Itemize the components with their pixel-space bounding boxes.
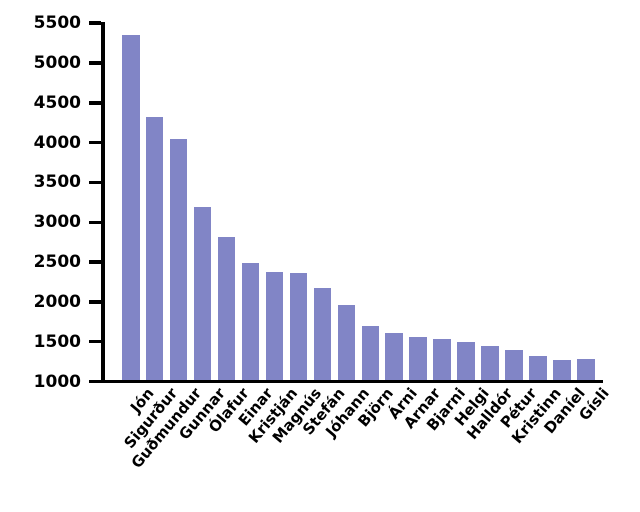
bar — [553, 360, 571, 383]
bar — [385, 332, 403, 383]
y-tick-label: 5500 — [33, 13, 81, 34]
y-tick-label: 4000 — [33, 132, 81, 153]
y-tick-mark — [88, 140, 101, 145]
bar — [481, 345, 499, 383]
y-tick-label: 4500 — [33, 92, 81, 113]
bar — [577, 359, 595, 383]
bar — [361, 325, 379, 383]
y-tick-mark — [88, 180, 101, 185]
bar — [505, 349, 523, 383]
y-tick-label: 3500 — [33, 172, 81, 193]
y-tick-mark — [88, 220, 101, 224]
y-tick-mark — [88, 260, 101, 264]
bar — [193, 207, 212, 383]
y-tick-label: 5000 — [33, 53, 81, 73]
y-tick-label: 1000 — [33, 371, 81, 392]
bar — [337, 305, 356, 383]
bar — [122, 35, 140, 383]
y-tick-label: 1500 — [33, 331, 81, 352]
bar — [433, 339, 451, 383]
y-tick-mark — [88, 300, 101, 304]
bar — [265, 272, 284, 383]
x-axis-spine — [101, 379, 603, 384]
bar — [241, 262, 260, 383]
bar — [529, 356, 547, 383]
y-tick-label: 3000 — [33, 212, 81, 233]
bar — [409, 336, 427, 383]
y-tick-label: 2500 — [33, 252, 81, 273]
y-tick-mark — [88, 379, 101, 384]
bar — [169, 139, 188, 383]
bar — [145, 117, 164, 383]
y-tick-mark — [88, 101, 101, 105]
y-tick-mark — [88, 339, 101, 344]
y-tick-mark — [88, 61, 101, 65]
bar — [313, 288, 332, 383]
y-tick-label: 2000 — [33, 291, 81, 312]
bar — [457, 341, 475, 383]
bar — [289, 273, 308, 383]
y-tick-mark — [88, 21, 101, 25]
y-axis-spine — [101, 21, 105, 384]
bar — [217, 236, 236, 383]
